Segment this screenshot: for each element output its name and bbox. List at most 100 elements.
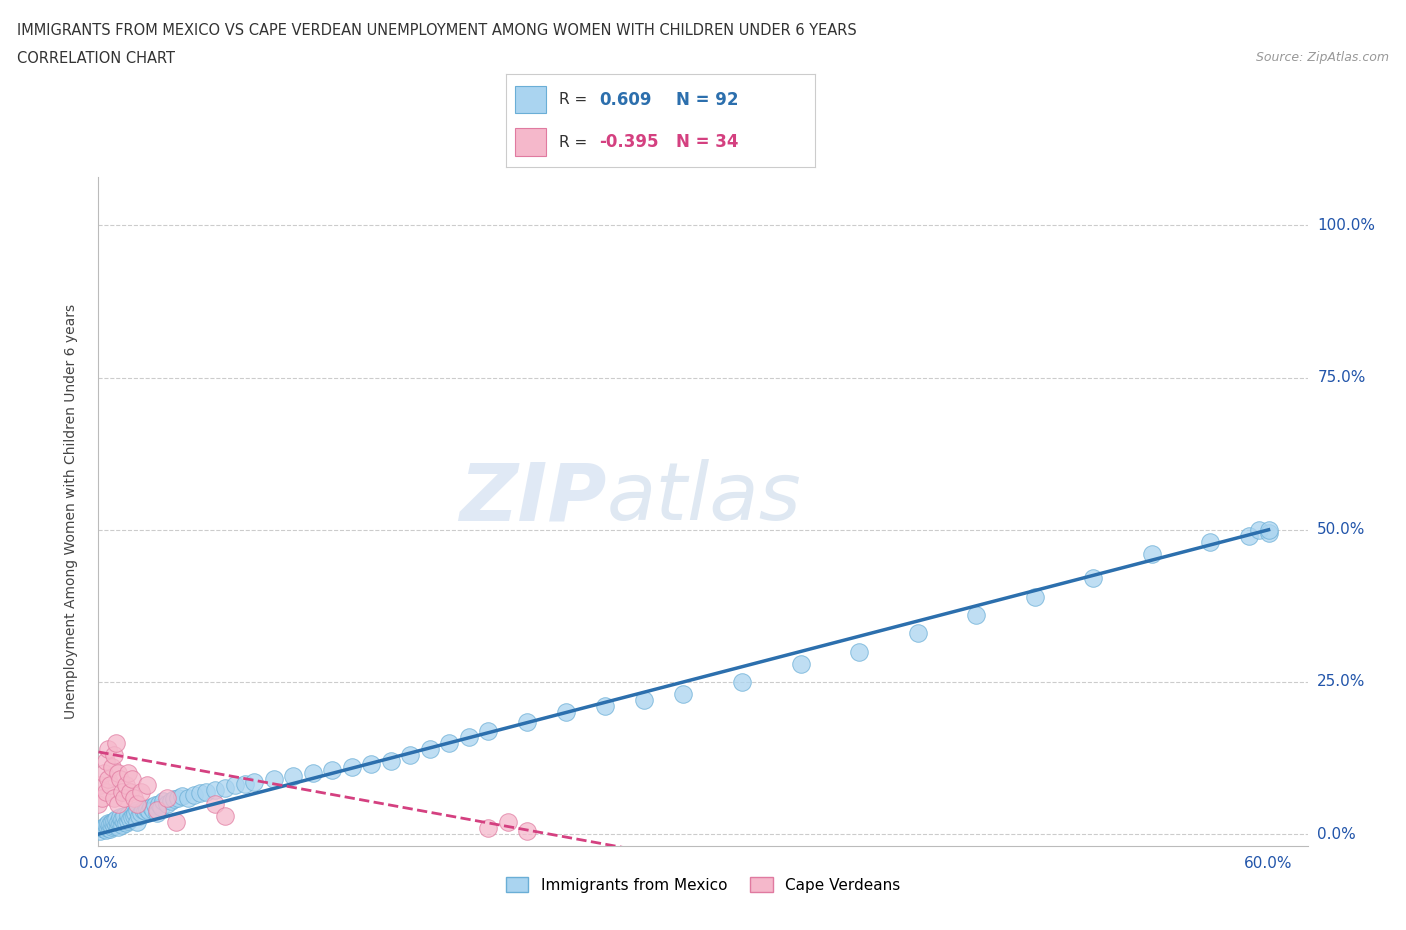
Point xyxy=(146,805,169,820)
Text: ZIP: ZIP xyxy=(458,459,606,538)
Point xyxy=(136,801,159,816)
Point xyxy=(93,765,115,780)
Point xyxy=(118,784,141,799)
Point xyxy=(117,765,139,780)
Point xyxy=(143,797,166,812)
Point xyxy=(204,796,226,811)
Text: R =: R = xyxy=(558,92,586,107)
Point xyxy=(139,799,162,814)
Point xyxy=(360,757,382,772)
Point xyxy=(136,778,159,793)
Point xyxy=(89,824,111,839)
Point xyxy=(789,657,811,671)
Point xyxy=(458,729,481,744)
Point xyxy=(97,820,120,835)
Point xyxy=(907,626,929,641)
Point xyxy=(214,781,236,796)
Point xyxy=(633,693,655,708)
Point xyxy=(111,812,134,827)
Point xyxy=(122,808,145,823)
Point xyxy=(131,805,153,820)
Text: R =: R = xyxy=(558,135,586,150)
Point xyxy=(107,796,129,811)
Point xyxy=(107,815,129,830)
Text: 25.0%: 25.0% xyxy=(1317,674,1365,689)
Point xyxy=(321,763,343,777)
Point xyxy=(1199,535,1222,550)
Point xyxy=(439,736,461,751)
Point xyxy=(97,772,120,787)
Point xyxy=(117,807,139,822)
Text: Source: ZipAtlas.com: Source: ZipAtlas.com xyxy=(1256,51,1389,64)
Point xyxy=(672,686,695,701)
Point xyxy=(477,820,499,835)
Point xyxy=(1257,523,1279,538)
Y-axis label: Unemployment Among Women with Children Under 6 years: Unemployment Among Women with Children U… xyxy=(63,304,77,719)
Point xyxy=(183,787,205,802)
Point xyxy=(138,804,160,818)
Text: 75.0%: 75.0% xyxy=(1317,370,1365,385)
Point xyxy=(104,812,127,827)
Point xyxy=(124,805,146,820)
Point xyxy=(224,778,246,793)
Point xyxy=(127,815,149,830)
Point xyxy=(103,814,125,829)
Point xyxy=(108,772,131,787)
Point xyxy=(96,817,118,832)
Point xyxy=(214,808,236,823)
Text: -0.395: -0.395 xyxy=(599,133,658,152)
Text: 0.0%: 0.0% xyxy=(1317,827,1355,842)
Point xyxy=(122,790,145,805)
Point xyxy=(111,784,134,799)
Point xyxy=(114,816,136,830)
Point xyxy=(243,775,266,790)
Point xyxy=(516,714,538,729)
Point xyxy=(103,748,125,763)
Point xyxy=(101,760,124,775)
Point xyxy=(117,814,139,829)
Point xyxy=(204,783,226,798)
Point xyxy=(263,772,285,787)
Point xyxy=(121,772,143,787)
Point xyxy=(965,607,987,622)
Point xyxy=(121,810,143,825)
Point xyxy=(91,790,114,805)
Point xyxy=(111,817,134,832)
Point xyxy=(496,815,519,830)
Point xyxy=(114,778,136,793)
Point xyxy=(112,790,135,805)
Point xyxy=(477,724,499,738)
Point xyxy=(148,796,170,811)
Point xyxy=(163,791,186,806)
Point xyxy=(103,818,125,833)
Point xyxy=(108,816,131,830)
Point xyxy=(595,698,617,713)
Point xyxy=(159,793,181,808)
Point xyxy=(96,822,118,837)
Point xyxy=(149,799,172,814)
Point xyxy=(194,784,217,799)
Point xyxy=(156,790,179,805)
Point xyxy=(340,760,363,775)
Point xyxy=(104,736,127,751)
Point xyxy=(128,808,150,823)
Point xyxy=(283,769,305,784)
Point xyxy=(96,784,118,799)
Point xyxy=(127,796,149,811)
Text: 0.609: 0.609 xyxy=(599,90,651,109)
Legend: Immigrants from Mexico, Cape Verdeans: Immigrants from Mexico, Cape Verdeans xyxy=(499,871,907,899)
Point xyxy=(98,778,121,793)
Point xyxy=(399,748,422,763)
Point xyxy=(142,803,165,817)
Point xyxy=(93,822,115,837)
Text: atlas: atlas xyxy=(606,459,801,538)
Point xyxy=(731,674,754,689)
Point xyxy=(516,824,538,839)
Point xyxy=(91,820,114,835)
Point xyxy=(167,790,190,805)
Text: N = 92: N = 92 xyxy=(676,90,738,109)
Point xyxy=(1247,523,1270,538)
Point xyxy=(101,815,124,830)
Point xyxy=(97,741,120,756)
Point xyxy=(131,784,153,799)
